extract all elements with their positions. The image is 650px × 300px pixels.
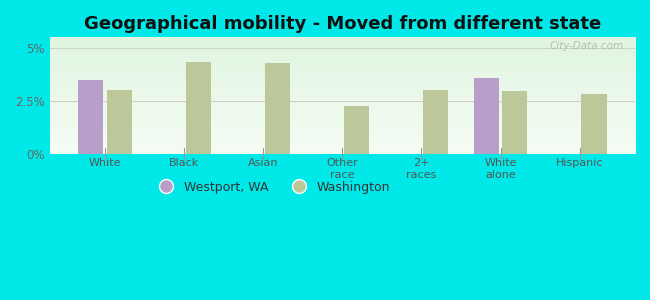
Title: Geographical mobility - Moved from different state: Geographical mobility - Moved from diffe… [84,15,601,33]
Bar [265,63,290,154]
Bar [344,106,369,154]
Text: City-Data.com: City-Data.com [549,41,623,51]
Bar [423,90,448,154]
Bar [78,80,103,154]
Bar [502,91,527,154]
Bar [107,90,132,154]
Bar [186,61,211,154]
Bar [581,94,606,154]
Bar [474,77,499,154]
Legend: Westport, WA, Washington: Westport, WA, Washington [149,176,395,199]
